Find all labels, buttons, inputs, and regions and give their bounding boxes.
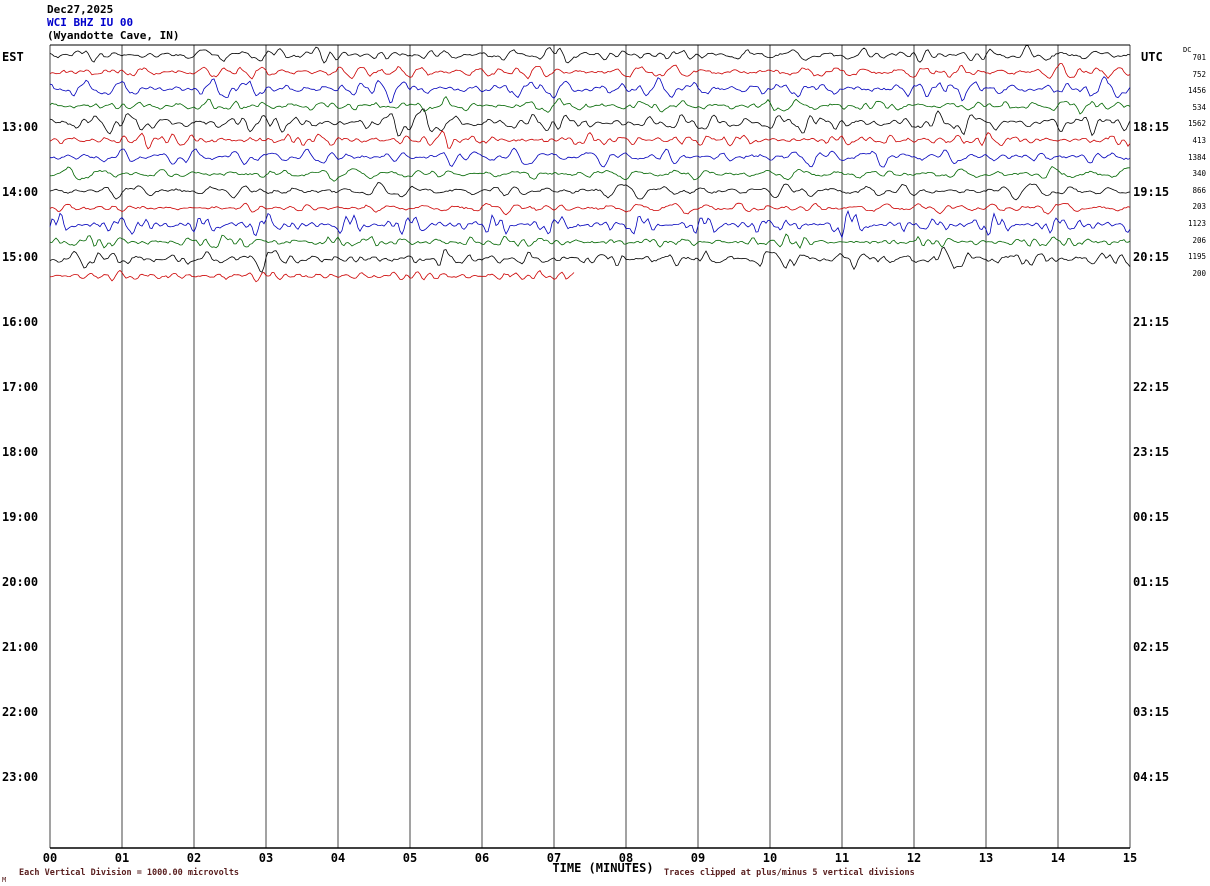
right-time-label: 01:15 bbox=[1133, 575, 1170, 589]
left-time-label: 21:00 bbox=[2, 640, 39, 654]
left-time-label: 14:00 bbox=[2, 185, 39, 199]
x-tick-label: 02 bbox=[186, 851, 202, 865]
seismogram-trace bbox=[49, 108, 1131, 137]
left-time-label: 19:00 bbox=[2, 510, 39, 524]
right-time-label: 00:15 bbox=[1133, 510, 1170, 524]
seismogram-trace bbox=[49, 269, 575, 283]
amplitude-column-header: DC bbox=[1183, 46, 1192, 54]
right-time-label: 19:15 bbox=[1133, 185, 1170, 199]
seismogram-trace bbox=[49, 62, 1131, 80]
amplitude-value: 340 bbox=[1192, 169, 1206, 179]
seismogram-trace bbox=[49, 76, 1131, 104]
left-time-label: 23:00 bbox=[2, 770, 39, 784]
left-time-label: 17:00 bbox=[2, 380, 39, 394]
amplitude-value: 701 bbox=[1192, 53, 1206, 62]
x-tick-label: 10 bbox=[762, 851, 778, 865]
clip-note: Traces clipped at plus/minus 5 vertical … bbox=[664, 868, 915, 878]
seismogram-trace bbox=[49, 165, 1131, 182]
corner-mark: M bbox=[2, 876, 7, 884]
amplitude-value: 1562 bbox=[1187, 119, 1206, 129]
right-time-label: 02:15 bbox=[1133, 640, 1170, 654]
x-tick-label: 15 bbox=[1122, 851, 1138, 865]
amplitude-value: 206 bbox=[1192, 235, 1206, 245]
seismogram-trace bbox=[49, 45, 1131, 64]
right-time-label: 03:15 bbox=[1133, 705, 1170, 719]
x-tick-label: 13 bbox=[978, 851, 994, 865]
left-time-label: 13:00 bbox=[2, 120, 39, 134]
amplitude-value: 1456 bbox=[1187, 86, 1206, 96]
x-axis-title: TIME (MINUTES) bbox=[552, 861, 654, 875]
x-tick-label: 04 bbox=[330, 851, 346, 865]
station-label: WCI BHZ IU 00 bbox=[47, 16, 134, 29]
x-tick-label: 14 bbox=[1050, 851, 1066, 865]
right-time-label: 22:15 bbox=[1133, 380, 1170, 394]
amplitude-value: 752 bbox=[1192, 69, 1206, 79]
x-tick-label: 12 bbox=[906, 851, 922, 865]
seismogram-trace bbox=[49, 210, 1131, 239]
left-time-label: 18:00 bbox=[2, 445, 39, 459]
left-time-label: 16:00 bbox=[2, 315, 39, 329]
right-time-label: 04:15 bbox=[1133, 770, 1170, 784]
x-tick-label: 06 bbox=[474, 851, 490, 865]
seismogram-trace bbox=[49, 182, 1131, 201]
seismogram-trace bbox=[50, 147, 1131, 168]
left-time-label: 22:00 bbox=[2, 705, 39, 719]
date-label: Dec27,2025 bbox=[47, 3, 114, 16]
x-tick-label: 01 bbox=[114, 851, 130, 865]
right-time-label: 18:15 bbox=[1133, 120, 1170, 134]
x-tick-label: 08 bbox=[618, 851, 634, 865]
amplitude-value: 534 bbox=[1192, 102, 1206, 112]
left-timezone-label: EST bbox=[2, 50, 24, 64]
right-time-label: 20:15 bbox=[1133, 250, 1170, 264]
amplitude-value: 413 bbox=[1192, 136, 1206, 145]
amplitude-value: 1195 bbox=[1187, 252, 1206, 262]
x-tick-label: 03 bbox=[258, 851, 274, 865]
seismogram-trace bbox=[49, 130, 1131, 150]
amplitude-value: 200 bbox=[1192, 268, 1206, 278]
amplitude-value: 1384 bbox=[1187, 152, 1206, 162]
x-tick-label: 00 bbox=[42, 851, 58, 865]
x-tick-label: 11 bbox=[834, 851, 850, 865]
seismogram-trace bbox=[49, 95, 1131, 115]
right-timezone-label: UTC bbox=[1141, 50, 1163, 64]
x-tick-label: 09 bbox=[690, 851, 706, 865]
amplitude-value: 1123 bbox=[1187, 219, 1206, 228]
seismogram-trace bbox=[49, 246, 1131, 273]
x-tick-label: 07 bbox=[546, 851, 562, 865]
left-time-label: 20:00 bbox=[2, 575, 39, 589]
amplitude-value: 866 bbox=[1192, 185, 1206, 195]
scale-note: Each Vertical Division = 1000.00 microvo… bbox=[19, 868, 240, 878]
seismogram-trace bbox=[49, 233, 1131, 249]
seismogram-trace bbox=[49, 202, 1131, 216]
x-tick-label: 05 bbox=[402, 851, 418, 865]
right-time-label: 23:15 bbox=[1133, 445, 1170, 459]
right-time-label: 21:15 bbox=[1133, 315, 1170, 329]
left-time-label: 15:00 bbox=[2, 250, 39, 264]
amplitude-value: 203 bbox=[1192, 202, 1206, 212]
location-label: (Wyandotte Cave, IN) bbox=[47, 29, 180, 42]
